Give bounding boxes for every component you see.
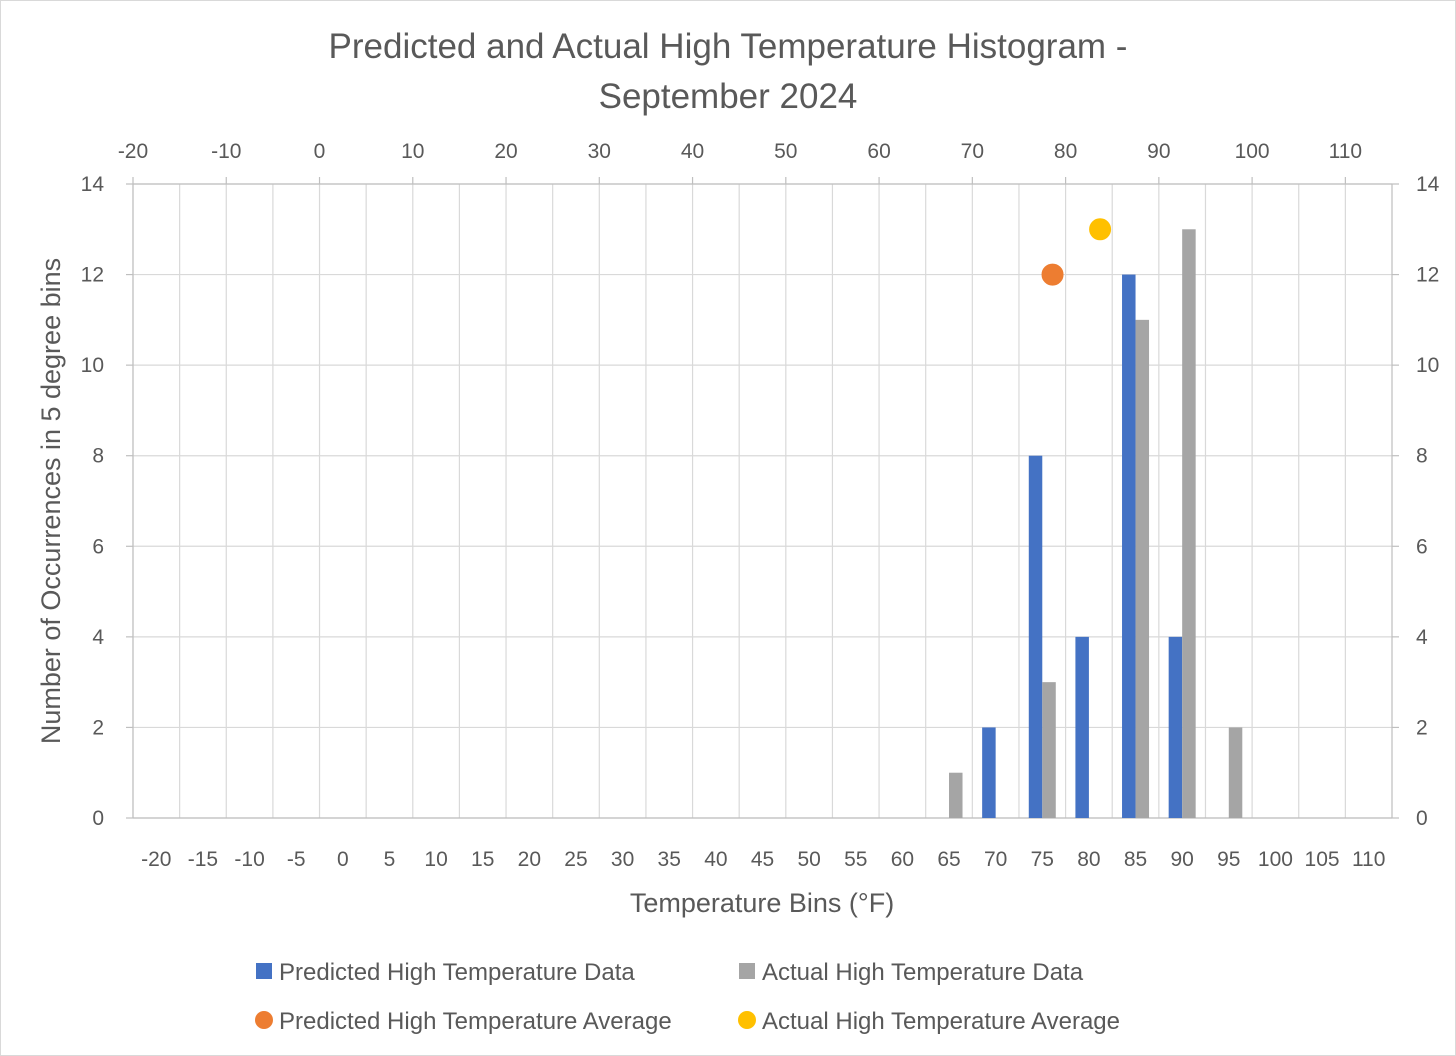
top-tick-label: -10 — [211, 140, 241, 163]
x-tick-label: 0 — [337, 848, 349, 871]
x-tick-label: 25 — [564, 848, 587, 871]
chart-title-line2: September 2024 — [598, 77, 858, 116]
x-tick-label: 75 — [1031, 848, 1054, 871]
x-tick-label: 20 — [518, 848, 541, 871]
legend-label: Actual High Temperature Data — [762, 959, 1084, 986]
actual-bar — [1228, 727, 1243, 818]
top-tick-label: 30 — [588, 140, 611, 163]
actual-bar — [1042, 682, 1056, 818]
legend-marker — [738, 1011, 756, 1029]
x-tick-label: 85 — [1124, 848, 1147, 871]
predicted-bar — [1168, 636, 1183, 818]
chart-title: Predicted and Actual High Temperature Hi… — [0, 22, 1456, 122]
top-tick-label: 20 — [494, 140, 517, 163]
y2-tick-label: 6 — [1416, 535, 1428, 558]
x-tick-label: -15 — [188, 848, 218, 871]
y-axis-title: Number of Occurrences in 5 degree bins — [36, 258, 66, 744]
x-tick-label: 90 — [1170, 848, 1193, 871]
axes — [126, 177, 1399, 819]
y-tick-label: 12 — [81, 264, 104, 287]
y2-tick-label: 0 — [1416, 807, 1428, 830]
x-tick-label: 105 — [1305, 848, 1340, 871]
actual-bar — [1135, 319, 1150, 818]
x-tick-label: -5 — [287, 848, 306, 871]
x-tick-label: 65 — [937, 848, 960, 871]
predicted-bar — [1122, 274, 1136, 819]
top-tick-label: -20 — [118, 140, 148, 163]
x-axis-title: Temperature Bins (°F) — [630, 888, 894, 918]
top-tick-label: 100 — [1235, 140, 1270, 163]
x-tick-label: 95 — [1217, 848, 1240, 871]
y2-tick-label: 8 — [1416, 445, 1428, 468]
y-tick-label: 0 — [92, 807, 104, 830]
x-tick-label: 70 — [984, 848, 1007, 871]
x-tick-label: 50 — [797, 848, 820, 871]
x-tick-label: -10 — [234, 848, 264, 871]
x-tick-label: 5 — [384, 848, 396, 871]
x-tick-label: 45 — [751, 848, 774, 871]
x-tick-label: 10 — [424, 848, 447, 871]
y-tick-label: 14 — [81, 173, 105, 196]
predicted-bar — [982, 727, 996, 818]
top-tick-label: 80 — [1054, 140, 1077, 163]
legend-label: Predicted High Temperature Data — [279, 959, 635, 986]
x-tick-label: 55 — [844, 848, 867, 871]
top-tick-label: 60 — [867, 140, 890, 163]
actual-bar — [949, 772, 963, 818]
predicted-average-point — [1041, 263, 1064, 286]
chart-title-line1: Predicted and Actual High Temperature Hi… — [328, 27, 1128, 66]
top-tick-label: 40 — [681, 140, 704, 163]
x-tick-label: -20 — [141, 848, 171, 871]
top-tick-label: 110 — [1329, 140, 1362, 163]
bars — [949, 229, 1243, 819]
legend-swatch — [739, 963, 755, 979]
y2-tick-label: 4 — [1416, 626, 1428, 649]
x-tick-label: 40 — [704, 848, 727, 871]
x-tick-label: 80 — [1077, 848, 1100, 871]
y2-tick-label: 14 — [1416, 173, 1440, 196]
y2-tick-label: 2 — [1416, 716, 1428, 739]
y-tick-label: 8 — [92, 445, 104, 468]
actual-average-point — [1089, 218, 1112, 241]
y-tick-label: 6 — [92, 535, 104, 558]
top-tick-label: 50 — [774, 140, 797, 163]
top-tick-label: 0 — [314, 140, 326, 163]
y2-tick-label: 12 — [1416, 264, 1439, 287]
top-tick-label: 90 — [1147, 140, 1170, 163]
x-tick-label: 30 — [611, 848, 634, 871]
gridlines — [132, 183, 1392, 819]
average-points — [1041, 218, 1112, 286]
actual-bar — [1182, 229, 1196, 819]
legend-marker — [255, 1011, 273, 1029]
x-tick-label: 100 — [1258, 848, 1293, 871]
legend-label: Actual High Temperature Average — [762, 1008, 1120, 1035]
top-tick-label: 10 — [401, 140, 424, 163]
y-tick-label: 2 — [92, 716, 104, 739]
x-tick-label: 15 — [471, 848, 494, 871]
legend: Predicted High Temperature Data Actual Hi… — [255, 959, 1120, 1035]
predicted-bar — [1028, 455, 1043, 818]
x-tick-label: 110 — [1352, 848, 1385, 871]
predicted-bar — [1075, 636, 1089, 818]
y2-tick-label: 10 — [1416, 354, 1439, 377]
top-tick-label: 70 — [961, 140, 984, 163]
x-tick-label: 60 — [891, 848, 914, 871]
x-tick-label: 35 — [658, 848, 681, 871]
y-tick-label: 4 — [92, 626, 104, 649]
legend-swatch — [256, 963, 272, 979]
y-tick-label: 10 — [81, 354, 104, 377]
legend-label: Predicted High Temperature Average — [279, 1008, 672, 1035]
